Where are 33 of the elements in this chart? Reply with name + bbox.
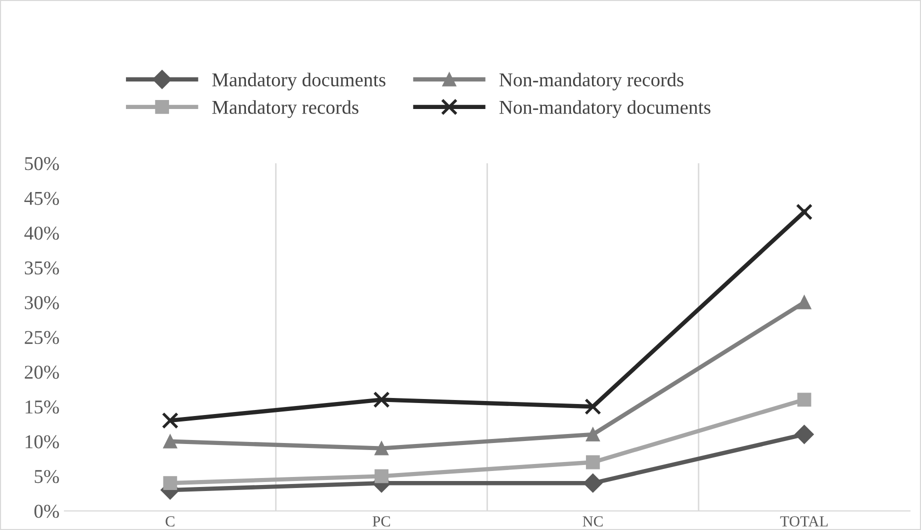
legend-label: Non-mandatory documents — [499, 100, 710, 118]
y-tick-label: 5% — [34, 470, 59, 484]
point — [586, 427, 600, 442]
x-tick-label: TOTAL — [780, 516, 828, 527]
point — [583, 474, 602, 493]
legend-label: Mandatory records — [212, 100, 358, 118]
point — [163, 434, 178, 448]
point — [162, 412, 178, 429]
y-tick-label: 30% — [24, 296, 59, 310]
point — [797, 392, 812, 407]
point — [374, 441, 388, 456]
x-tick-label: NC — [582, 516, 603, 527]
point — [797, 295, 812, 310]
point — [586, 455, 600, 470]
point — [374, 469, 388, 484]
legend-label: Mandatory documents — [212, 72, 386, 90]
x-tick-label: C — [166, 516, 174, 527]
point — [796, 204, 813, 220]
y-tick-label: 45% — [24, 192, 59, 206]
y-tick-label: 10% — [26, 435, 59, 448]
y-tick-label: 15% — [26, 400, 59, 414]
y-tick-label: 35% — [24, 261, 59, 275]
point — [794, 424, 814, 444]
y-tick-label: 20% — [24, 366, 59, 379]
point — [373, 391, 390, 408]
y-tick-label: 0% — [34, 504, 59, 518]
point — [584, 398, 602, 415]
y-tick-label: 50% — [25, 157, 59, 170]
y-tick-label: 25% — [24, 330, 59, 344]
legend-label: Non-mandatory records — [499, 72, 684, 90]
x-tick-label: PC — [372, 516, 390, 527]
y-tick-label: 40% — [24, 226, 59, 240]
point — [163, 476, 178, 490]
